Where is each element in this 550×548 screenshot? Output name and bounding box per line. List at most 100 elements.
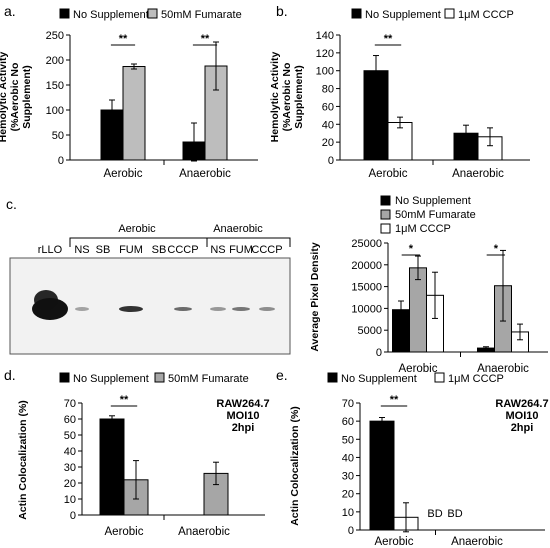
y-tick-label: 0: [376, 347, 382, 359]
chart-panel-3: c. 0 5000 10000 15000 20000 25000 Average Pixel…: [6, 195, 548, 375]
legend-label: 1μM CCCP: [395, 223, 451, 235]
annotation-line: RAW264.7: [216, 398, 269, 410]
bar: [122, 66, 146, 161]
panel-letter: d.: [4, 367, 16, 383]
bar: [387, 122, 413, 161]
category-label: Anaerobic: [477, 363, 529, 375]
panel-letter: b.: [276, 3, 288, 19]
category-label: Aerobic: [375, 536, 414, 548]
y-tick-label: 40: [342, 452, 354, 464]
blot-band-smear: [34, 290, 58, 310]
y-tick-label: 0: [328, 155, 334, 167]
y-axis-label: Average Pixel Density: [309, 242, 321, 351]
blot-band: [259, 307, 275, 311]
bar: [99, 418, 125, 516]
category-label: Aerobic: [104, 168, 143, 180]
y-axis-label-line: Hemolytic Activity: [269, 52, 281, 143]
y-axis-label-line: (%Aerobic No: [9, 63, 21, 132]
y-tick-label: 20: [64, 478, 76, 490]
y-tick-label: 0: [58, 155, 64, 167]
blot-group-label: Anaerobic: [213, 223, 263, 235]
chart-panel-1: a. 0 50 100 150 200 250 Hemolytic Activity(%Aer…: [0, 3, 258, 180]
y-tick-label: 15000: [351, 282, 382, 294]
category-label: Anaerobic: [451, 536, 503, 548]
significance-marker: **: [390, 394, 399, 406]
annotation-line: MOI10: [226, 410, 259, 422]
y-tick-label: 100: [316, 66, 334, 78]
significance-marker: *: [494, 243, 499, 255]
chart-panel-4: d. 0 10 20 30 40 50 60 70 Actin Colocalization (%…: [4, 367, 270, 538]
y-tick-label: 40: [322, 119, 334, 131]
y-tick-label: 50: [52, 130, 64, 142]
legend-swatch: [434, 372, 445, 383]
y-axis-label-line: Average Pixel Density: [309, 242, 321, 351]
legend-label: No Supplement: [73, 9, 149, 21]
y-tick-label: 60: [342, 416, 354, 428]
y-tick-label: 30: [64, 462, 76, 474]
y-tick-label: 200: [46, 55, 64, 67]
legend-swatch: [59, 372, 70, 383]
legend-label: 1μM CCCP: [458, 9, 514, 21]
lane-label: FUM: [119, 244, 143, 256]
blot-band: [75, 307, 89, 311]
panel-letter: c.: [6, 196, 17, 212]
y-tick-label: 40: [64, 446, 76, 458]
blot-band: [210, 307, 226, 311]
legend-label: 1μM CCCP: [448, 373, 504, 385]
y-axis-label-line: Actin Colocalization (%): [17, 400, 29, 520]
y-axis-label: Actin Colocalization (%): [289, 406, 301, 526]
legend-label: 50mM Fumarate: [395, 209, 476, 221]
y-tick-label: 0: [348, 525, 354, 537]
y-tick-label: 60: [64, 414, 76, 426]
annotation-line: RAW264.7: [495, 398, 548, 410]
y-tick-label: 140: [316, 30, 334, 42]
annotation-line: 2hpi: [511, 422, 534, 434]
blot-band: [119, 306, 143, 312]
lane-label: NS: [210, 244, 225, 256]
y-tick-label: 70: [64, 398, 76, 410]
y-tick-label: 60: [322, 101, 334, 113]
legend-label: No Supplement: [341, 373, 417, 385]
legend-swatch: [327, 372, 338, 383]
legend-label: No Supplement: [365, 9, 441, 21]
y-tick-label: 20000: [351, 260, 382, 272]
lane-label: rLLO: [38, 244, 63, 256]
legend-swatch: [351, 8, 362, 19]
y-tick-label: 50: [342, 434, 354, 446]
y-tick-label: 20: [342, 489, 354, 501]
blot-band: [232, 307, 250, 311]
legend-swatch: [59, 8, 70, 19]
y-tick-label: 30: [342, 471, 354, 483]
annotation-line: 2hpi: [232, 422, 255, 434]
category-label: Aerobic: [369, 168, 408, 180]
legend-swatch: [380, 223, 391, 234]
category-label: Anaerobic: [452, 168, 504, 180]
y-tick-label: 250: [46, 30, 64, 42]
annotation-line: MOI10: [505, 410, 538, 422]
legend-label: No Supplement: [73, 373, 149, 385]
category-label: Anaerobic: [179, 168, 231, 180]
legend-swatch: [154, 372, 165, 383]
y-axis-label: Actin Colocalization (%): [17, 400, 29, 520]
y-axis-label-line: Hemolytic Activity: [0, 52, 9, 143]
y-tick-label: 80: [322, 84, 334, 96]
legend-label: No Supplement: [395, 195, 471, 207]
lane-label: SB: [152, 244, 167, 256]
y-axis-label-line: Supplement): [293, 65, 305, 129]
panel-letter: e.: [276, 367, 288, 383]
y-tick-label: 70: [342, 398, 354, 410]
y-tick-label: 150: [46, 80, 64, 92]
category-label: Anaerobic: [178, 526, 230, 538]
y-tick-label: 25000: [351, 238, 382, 250]
lane-label: NS: [74, 244, 89, 256]
group-bracket: [69, 237, 208, 247]
y-tick-label: 50: [64, 430, 76, 442]
blot-band: [174, 307, 192, 311]
y-tick-label: 10: [64, 494, 76, 506]
legend-swatch: [380, 195, 391, 206]
bar: [369, 420, 395, 531]
y-axis-label: Hemolytic Activity(%Aerobic NoSupplement…: [269, 52, 305, 143]
y-tick-label: 120: [316, 48, 334, 60]
y-axis-label-line: (%Aerobic No: [281, 63, 293, 132]
